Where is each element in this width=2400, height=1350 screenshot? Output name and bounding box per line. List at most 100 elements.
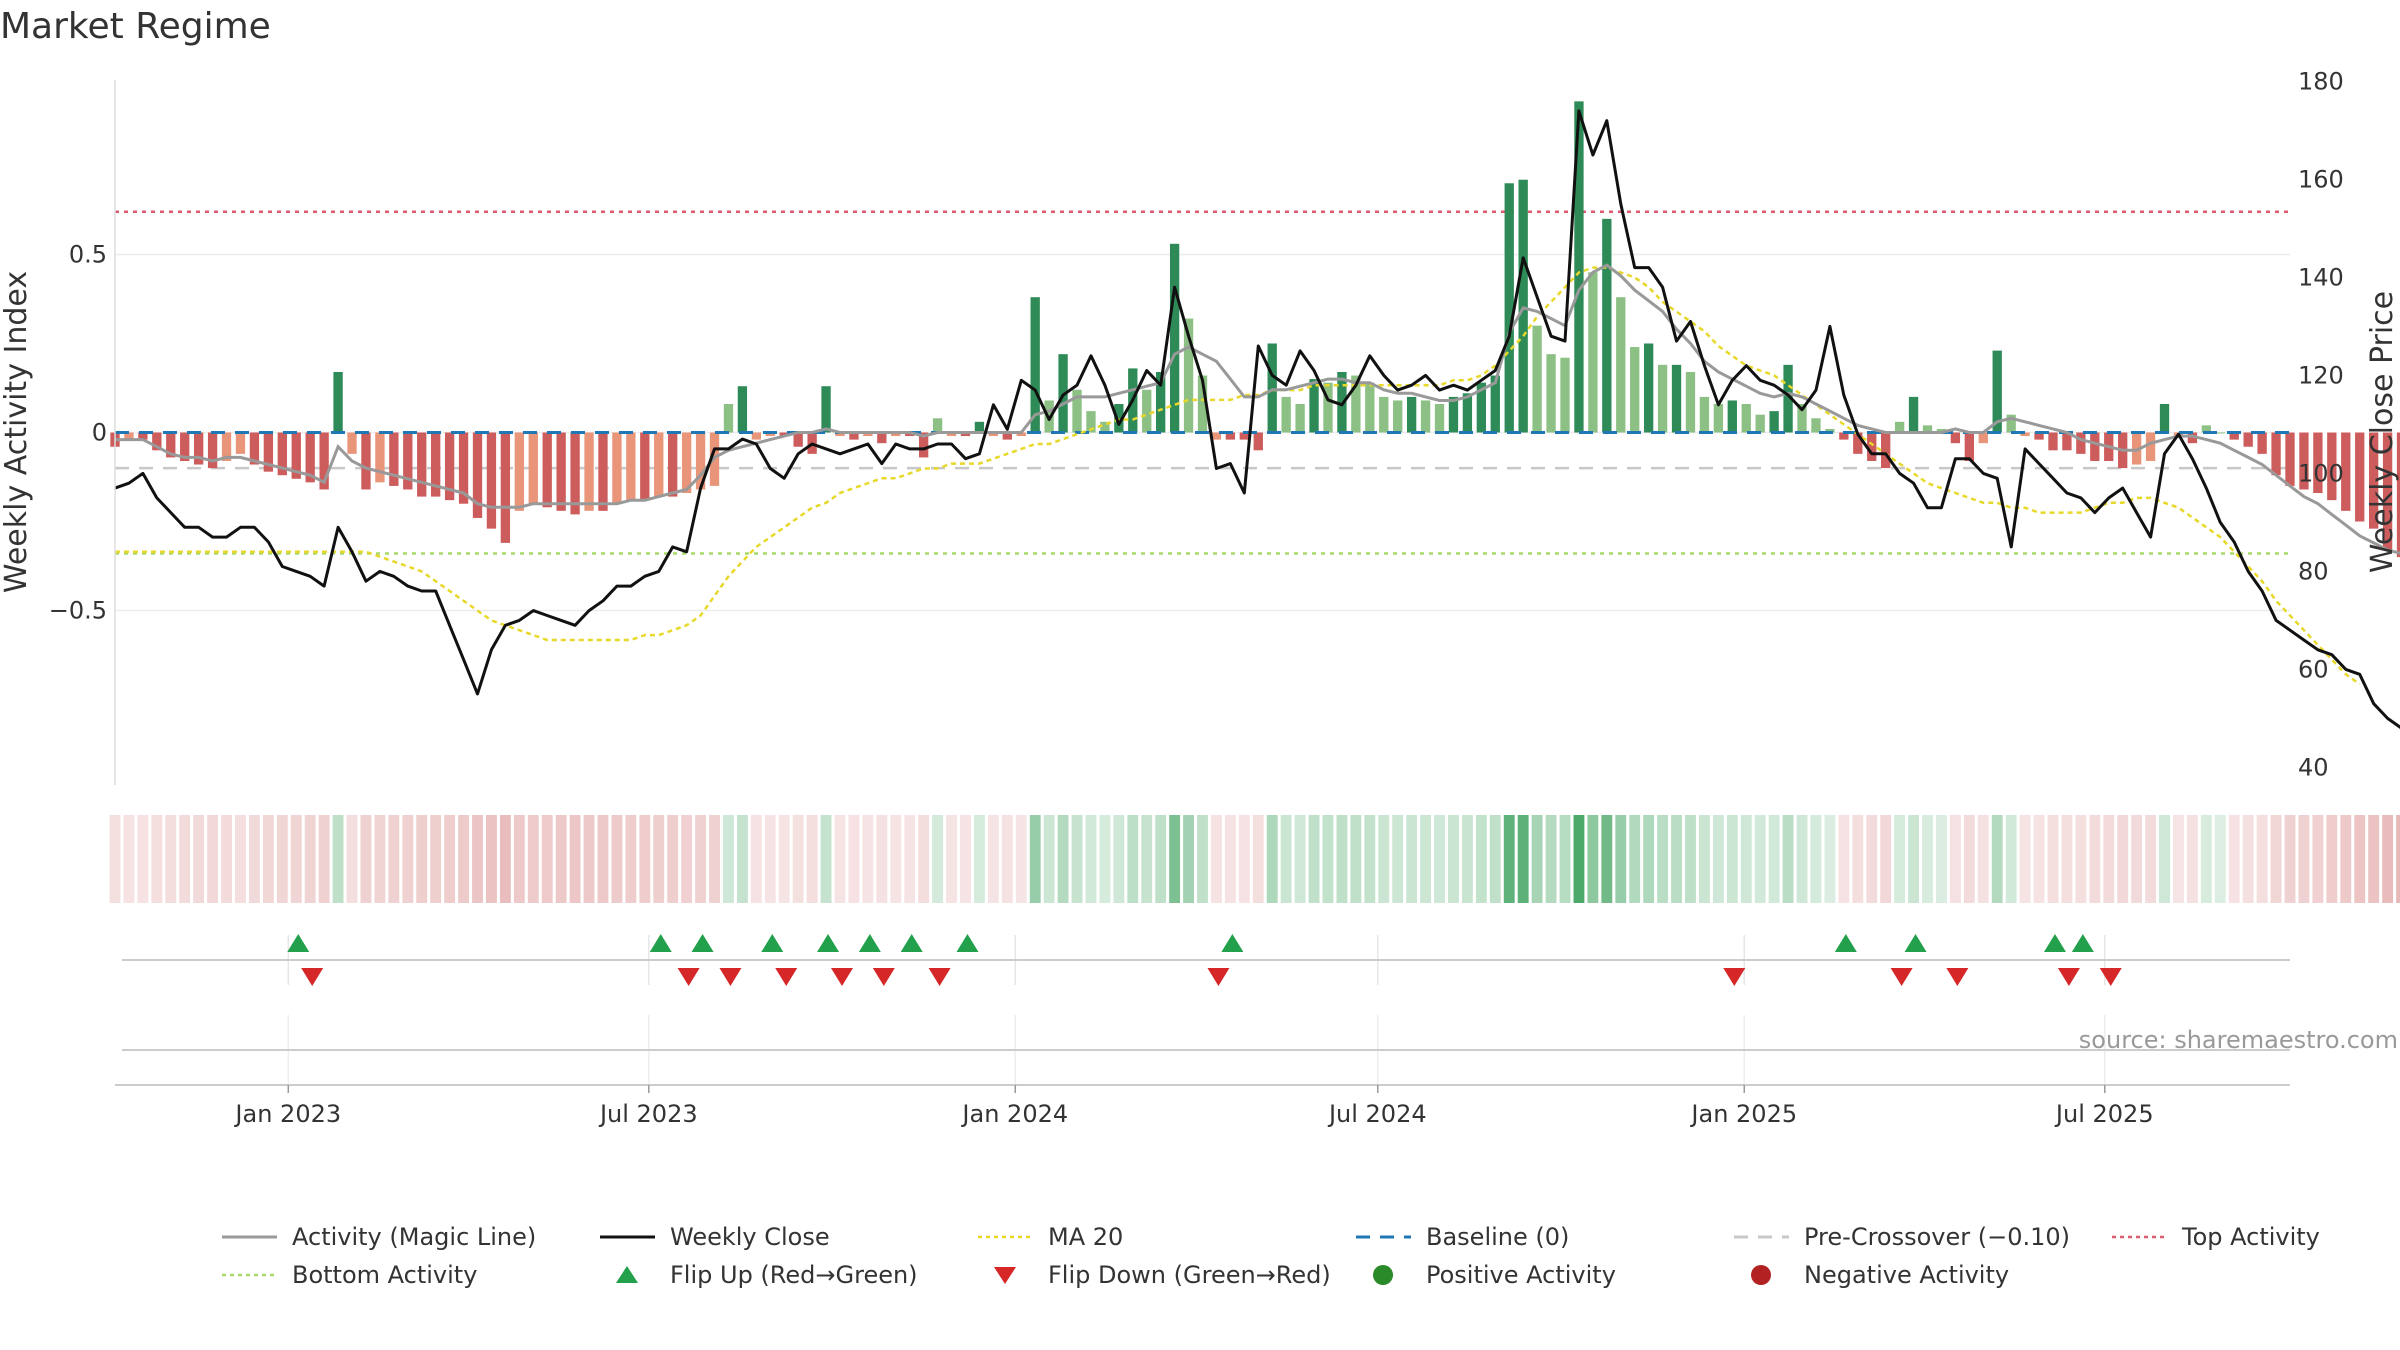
activity-bar (249, 432, 260, 465)
regime-strip-cell (1155, 815, 1167, 903)
legend-label: Top Activity (2181, 1223, 2320, 1251)
flip-up-marker (817, 934, 840, 952)
regime-strip-cell (2019, 815, 2031, 903)
regime-strip-cell (764, 815, 776, 903)
flip-down-marker (1946, 968, 1969, 986)
regime-strip-cell (1461, 815, 1473, 903)
regime-strip-cell (597, 815, 609, 903)
activity-bar (1016, 432, 1026, 437)
regime-strip-cell (1169, 815, 1181, 903)
regime-strip-cell (1001, 815, 1013, 903)
regime-strip-cell (2284, 815, 2296, 903)
regime-strip-cell (1057, 815, 1069, 903)
regime-strip-cell (1489, 815, 1501, 903)
activity-bar (1393, 400, 1403, 433)
activity-bar (347, 432, 357, 454)
regime-strip-cell (276, 815, 288, 903)
activity-bar (1295, 404, 1305, 433)
activity-bar (1699, 396, 1710, 433)
regime-strip-cell (1517, 815, 1529, 903)
regime-strip-cell (1838, 815, 1850, 903)
x-tick-label: Jan 2024 (960, 1100, 1068, 1128)
flip-up-marker (1221, 934, 1244, 952)
regime-strip-cell (1029, 815, 1041, 903)
regime-strip-cell (207, 815, 219, 903)
regime-strip-cell (2382, 815, 2394, 903)
activity-bar (681, 432, 692, 494)
regime-strip (109, 815, 2400, 903)
activity-bar (1072, 389, 1082, 433)
weekly-close-line (114, 109, 2400, 729)
legend-item: Baseline (0) (1356, 1223, 1569, 1251)
right-axis: 180 160 140 120 100 80 60 40 (2298, 67, 2344, 781)
regime-strip-cell (165, 815, 177, 903)
activity-bars (110, 101, 2400, 558)
flip-up-marker (2043, 934, 2066, 952)
x-axis: Jan 2023 Jul 2023 Jan 2024 Jul 2024 Jan 2025… (115, 1084, 2290, 1128)
regime-strip-cell (137, 815, 149, 903)
regime-strip-cell (2075, 815, 2087, 903)
activity-bar (751, 432, 762, 440)
activity-bar (612, 432, 622, 504)
regime-strip-cell (2368, 815, 2380, 903)
activity-bar (2243, 432, 2253, 447)
legend-label: MA 20 (1048, 1223, 1123, 1251)
activity-bar (1379, 396, 1389, 433)
regime-strip-cell (2354, 815, 2366, 903)
activity-bar (1992, 350, 2002, 433)
flip-up-marker (1904, 934, 1927, 952)
activity-bar (1616, 297, 1626, 433)
regime-strip-cell (2270, 815, 2282, 903)
legend-label: Baseline (0) (1426, 1223, 1569, 1251)
activity-bar (2006, 414, 2016, 433)
regime-strip-cell (2200, 815, 2212, 903)
activity-bar (458, 432, 469, 504)
flip-down-marker (677, 968, 700, 986)
regime-strip-cell (360, 815, 372, 903)
left-tick-label: −0.5 (49, 597, 107, 625)
regime-strip-cell (806, 815, 818, 903)
regime-strip-cell (1127, 815, 1139, 903)
activity-bar (1225, 432, 1236, 440)
regime-strip-cell (1043, 815, 1055, 903)
regime-strip-cell (1224, 815, 1236, 903)
activity-bar (2062, 432, 2072, 451)
activity-bar (1002, 432, 1012, 440)
regime-strip-cell (248, 815, 260, 903)
regime-strip-cell (2312, 815, 2324, 903)
activity-bar (1253, 432, 1263, 451)
regime-strip-cell (1183, 815, 1194, 903)
flip-down-marker (775, 968, 798, 986)
right-tick-label: 180 (2298, 67, 2344, 95)
regime-strip-cell (1671, 815, 1682, 903)
right-tick-label: 80 (2298, 557, 2329, 585)
activity-bar (1908, 396, 1919, 433)
regime-strip-cell (695, 815, 707, 903)
flip-up-marker (1834, 934, 1857, 952)
activity-bar (2313, 432, 2323, 494)
activity-bar (2159, 404, 2170, 433)
regime-strip-cell (2005, 815, 2017, 903)
activity-bar (1420, 400, 1431, 433)
flip-down-marker (301, 968, 324, 986)
regime-strip-cell (1238, 815, 1250, 903)
legend-label: Bottom Activity (292, 1261, 477, 1289)
regime-strip-cell (932, 815, 944, 903)
flip-down-marker (719, 968, 742, 986)
activity-bar (1741, 404, 1751, 433)
activity-bar (305, 432, 315, 483)
activity-bar (375, 432, 385, 483)
activity-bar (793, 432, 803, 447)
activity-bar (514, 432, 524, 511)
activity-bar (417, 432, 427, 497)
activity-bar (988, 432, 999, 437)
right-tick-label: 60 (2298, 655, 2329, 683)
regime-strip-cell (1420, 815, 1432, 903)
activity-bar (389, 432, 399, 486)
regime-strip-cell (332, 815, 344, 903)
regime-strip-cell (2089, 815, 2101, 903)
activity-bar (1685, 371, 1696, 433)
flip-up-marker (900, 934, 923, 952)
regime-strip-cell (193, 815, 205, 903)
regime-strip-cell (1963, 815, 1975, 903)
